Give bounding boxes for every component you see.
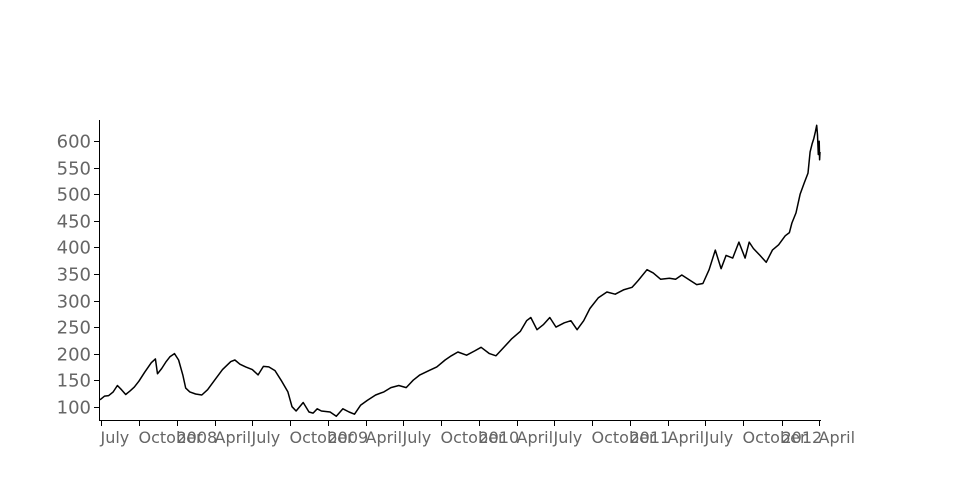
y-tick-label: 250 bbox=[57, 318, 91, 339]
x-tick-label: 2008 bbox=[177, 428, 218, 447]
x-tick-label: April bbox=[215, 428, 252, 447]
y-tick-label: 450 bbox=[57, 212, 91, 233]
x-tick-label: October bbox=[592, 428, 656, 447]
x-tick-label: 2010 bbox=[479, 428, 520, 447]
y-tick-label: 500 bbox=[57, 185, 91, 206]
x-tick-label: 2012 bbox=[782, 428, 823, 447]
x-tick-label: October bbox=[290, 428, 354, 447]
x-tick-label: April bbox=[517, 428, 554, 447]
x-tick-label: April bbox=[366, 428, 403, 447]
y-tick-label: 350 bbox=[57, 265, 91, 286]
x-tick-label: July bbox=[553, 428, 583, 447]
y-tick-label: 150 bbox=[57, 371, 91, 392]
x-tick-label: October bbox=[743, 428, 807, 447]
x-tick-label: April bbox=[668, 428, 705, 447]
y-tick-label: 300 bbox=[57, 292, 91, 313]
x-tick-label: April bbox=[819, 428, 856, 447]
x-tick-label: July bbox=[100, 428, 130, 447]
y-tick-label: 100 bbox=[57, 398, 91, 419]
y-axis-ticks: 100 150 200 250 300 350 400 450 500 550 600 bbox=[57, 132, 99, 419]
y-tick-label: 550 bbox=[57, 159, 91, 180]
x-tick-label: July bbox=[704, 428, 734, 447]
x-tick-label: October bbox=[441, 428, 505, 447]
y-tick-label: 200 bbox=[57, 345, 91, 366]
x-tick-label: July bbox=[402, 428, 432, 447]
x-tick-label: October bbox=[139, 428, 203, 447]
y-tick-label: 400 bbox=[57, 238, 91, 259]
x-tick-label: 2011 bbox=[630, 428, 671, 447]
x-tick-label: 2009 bbox=[328, 428, 369, 447]
series-line bbox=[99, 124, 821, 418]
x-tick-label: July bbox=[251, 428, 281, 447]
y-tick-label: 600 bbox=[57, 132, 91, 153]
